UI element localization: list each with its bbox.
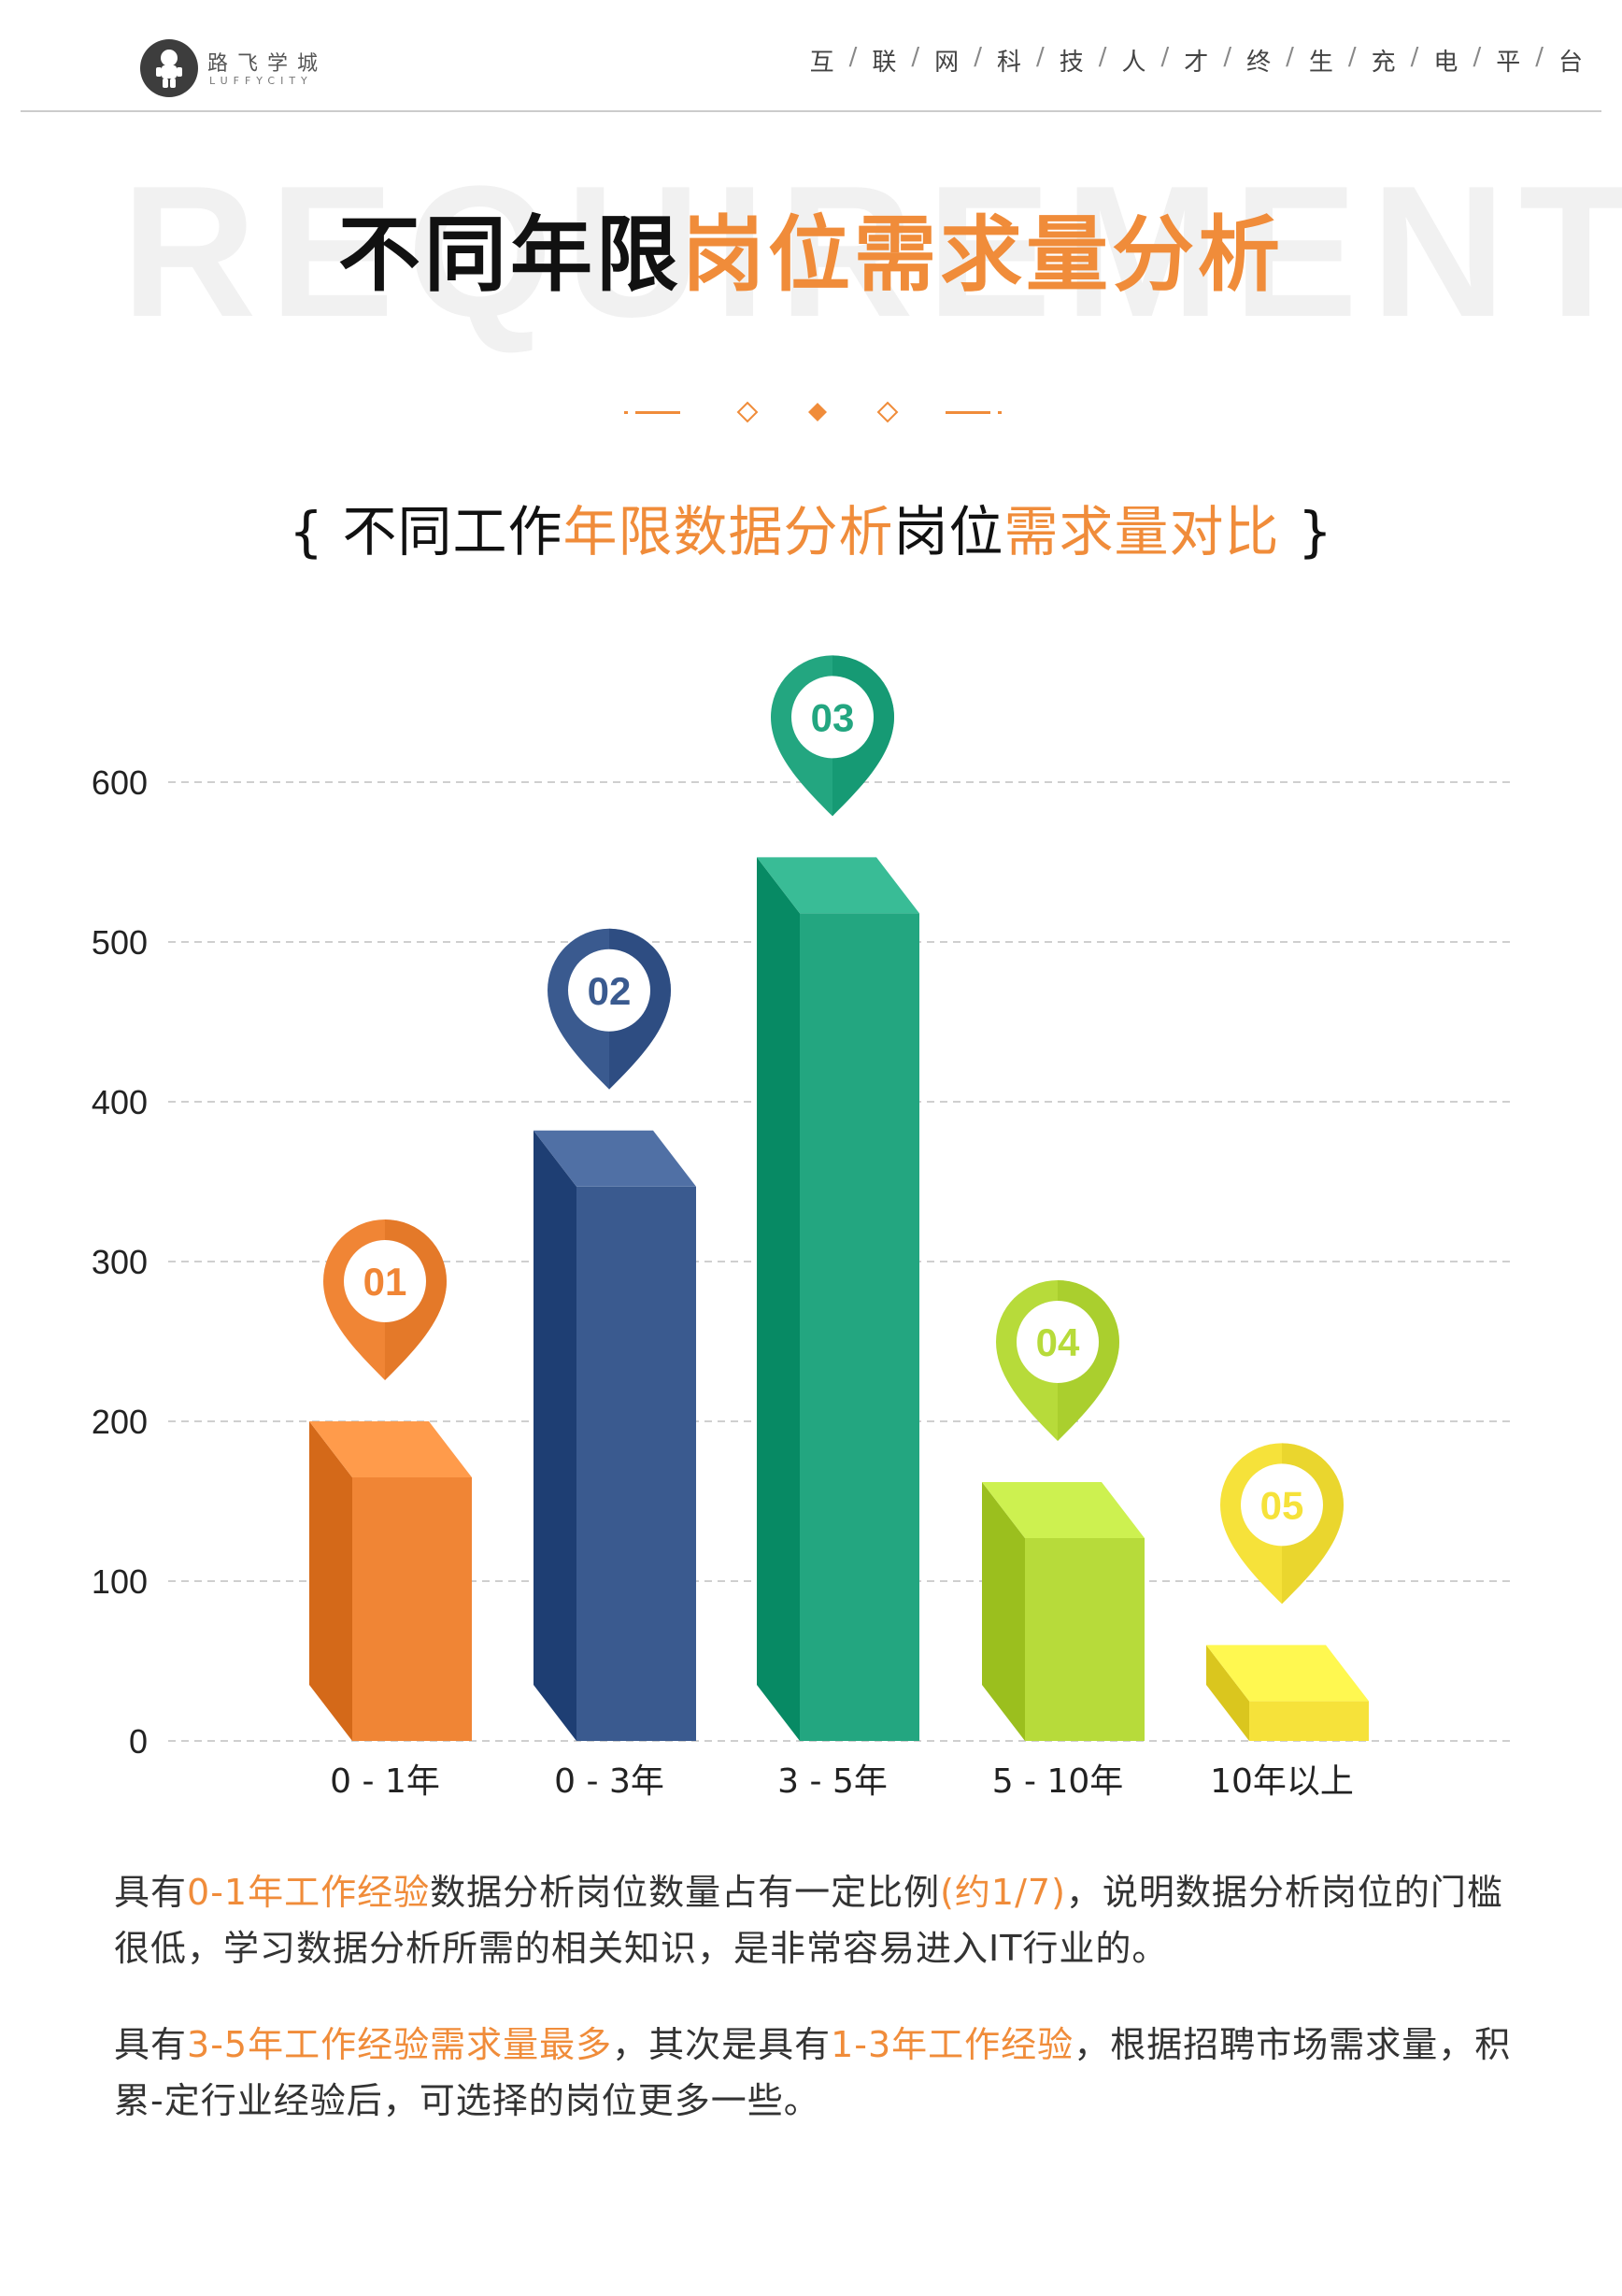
title-part-2: 岗位需求量分析 (682, 207, 1285, 303)
slogan-char: 联 (872, 49, 899, 77)
bar (800, 913, 919, 1741)
p1-text-3: ，说明数据分析岗位的门槛很低，学习数据分析所需的相关知识，是非常容易进入IT行业… (114, 1872, 1503, 1969)
bar-badge-label: 02 (588, 969, 632, 1013)
bar-side (309, 1421, 352, 1741)
slogan-char: 平 (1496, 49, 1523, 77)
p2-highlight-2: 1-3年工作经验 (831, 2024, 1074, 2065)
page-title: 不同年限岗位需求量分析 (0, 207, 1622, 303)
slogan-separator: / (1473, 43, 1484, 71)
slogan-char: 科 (996, 49, 1023, 77)
bar-top (757, 857, 919, 914)
map-pin-center (568, 948, 650, 1032)
title-part-1: 不同年限 (337, 207, 682, 303)
slogan-separator: / (911, 43, 922, 71)
brand-name-en: LUFFYCITY (209, 75, 313, 87)
x-tick-label: 5 - 10年 (992, 1762, 1124, 1801)
bar-top (982, 1481, 1145, 1538)
x-tick-label: 10年以上 (1210, 1762, 1354, 1801)
slogan-char: 充 (1371, 49, 1398, 77)
header-slogan: 互 / 联 / 网 / 科 / 技 / 人 / 才 / 终 / 生 / 充 / 电 / 平 / 台 (810, 43, 1585, 78)
slogan-char: 生 (1308, 49, 1335, 77)
x-tick-label: 0 - 1年 (330, 1762, 440, 1801)
bar (1025, 1537, 1145, 1741)
y-tick-label: 100 (92, 1562, 148, 1601)
slogan-char: 电 (1433, 49, 1460, 77)
slogan-separator: / (1223, 43, 1234, 71)
subtitle-part-1: 不同工作 (342, 500, 563, 563)
slogan-separator: / (1160, 43, 1172, 71)
slogan-char: 互 (809, 49, 836, 77)
decorative-divider (624, 401, 1002, 423)
slogan-separator: / (1035, 43, 1046, 71)
map-pin-center (1241, 1463, 1323, 1547)
p2-highlight-1: 3-5年工作经验需求量最多 (187, 2024, 613, 2065)
bar-top (1206, 1645, 1369, 1702)
map-pin-center (1017, 1300, 1099, 1383)
bar-badge-label: 05 (1260, 1483, 1304, 1527)
bar-side (757, 857, 800, 1741)
analysis-paragraph-1: 具有0-1年工作经验数据分析岗位数量占有一定比例(约1/7)，说明数据分析岗位的… (114, 1864, 1515, 1976)
y-tick-label: 0 (129, 1722, 148, 1761)
slogan-char: 台 (1558, 49, 1585, 77)
y-tick-label: 300 (92, 1243, 148, 1281)
slogan-char: 才 (1184, 49, 1211, 77)
map-pin-center (791, 676, 874, 759)
map-pin-center (344, 1240, 426, 1322)
slogan-separator: / (1535, 43, 1545, 71)
slogan-char: 技 (1059, 49, 1086, 77)
slogan-separator: / (1098, 43, 1109, 71)
bar-badge-label: 03 (811, 695, 855, 739)
y-tick-label: 500 (92, 923, 148, 962)
bar (352, 1477, 472, 1741)
luffy-logo-icon (140, 39, 198, 97)
bar-top (309, 1421, 472, 1477)
brace-open: { (289, 500, 325, 563)
p1-highlight-2: (约1/7) (940, 1872, 1066, 1913)
slogan-separator: / (848, 43, 860, 71)
x-tick-label: 0 - 3年 (554, 1762, 664, 1801)
brace-close: } (1297, 500, 1333, 563)
slogan-char: 网 (934, 49, 961, 77)
x-tick-label: 3 - 5年 (777, 1762, 888, 1801)
y-tick-label: 200 (92, 1403, 148, 1441)
p2-text-2: ，其次是具有 (612, 2024, 832, 2065)
bar-badge-label: 01 (363, 1260, 407, 1304)
bar (576, 1186, 696, 1741)
slogan-separator: / (1410, 43, 1421, 71)
bar-badge-label: 04 (1036, 1320, 1080, 1364)
p1-text-2: 数据分析岗位数量占有一定比例 (430, 1872, 941, 1913)
bar-side (1206, 1645, 1249, 1741)
bar-top (534, 1130, 696, 1187)
title-watermark: REQUIREMENT (121, 148, 1622, 356)
slogan-separator: / (1347, 43, 1359, 71)
y-tick-label: 600 (92, 763, 148, 802)
p1-highlight-1: 0-1年工作经验 (187, 1872, 431, 1913)
p2-text-1: 具有 (114, 2024, 188, 2065)
bar-side (534, 1130, 576, 1741)
p2-text-3: ，根据招聘市场需求量，积累-定行业经验后，可选择的岗位更多一些。 (114, 2024, 1512, 2121)
demand-bar-chart: 0 100 200 300 400 500 600 01 0 - 1年 02 0 - 3年 03 3 -… (92, 655, 1514, 1801)
subtitle-part-2: 年限数据分析 (562, 500, 894, 563)
slogan-char: 人 (1121, 49, 1148, 77)
slogan-char: 终 (1246, 49, 1273, 77)
bar-side (982, 1481, 1025, 1741)
slogan-separator: / (974, 43, 984, 71)
page-header: 路飞学城 LUFFYCITY 互 / 联 / 网 / 科 / 技 / 人 / 才 / 终 / 生 / 充 / 电 / 平 / 台 (0, 0, 1622, 112)
p1-text-1: 具有 (114, 1872, 188, 1913)
chart-heading: { 不同工作年限数据分析岗位需求量对比 } (0, 500, 1622, 565)
bar (1249, 1701, 1369, 1741)
analysis-paragraph-2: 具有3-5年工作经验需求量最多，其次是具有1-3年工作经验，根据招聘市场需求量，… (114, 2017, 1515, 2129)
slogan-separator: / (1286, 43, 1296, 71)
y-tick-label: 400 (92, 1083, 148, 1121)
subtitle-part-4: 需求量对比 (1003, 500, 1280, 563)
header-divider (21, 110, 1601, 112)
subtitle-part-3: 岗位 (893, 500, 1004, 563)
brand-name: 路飞学城 (207, 52, 328, 76)
